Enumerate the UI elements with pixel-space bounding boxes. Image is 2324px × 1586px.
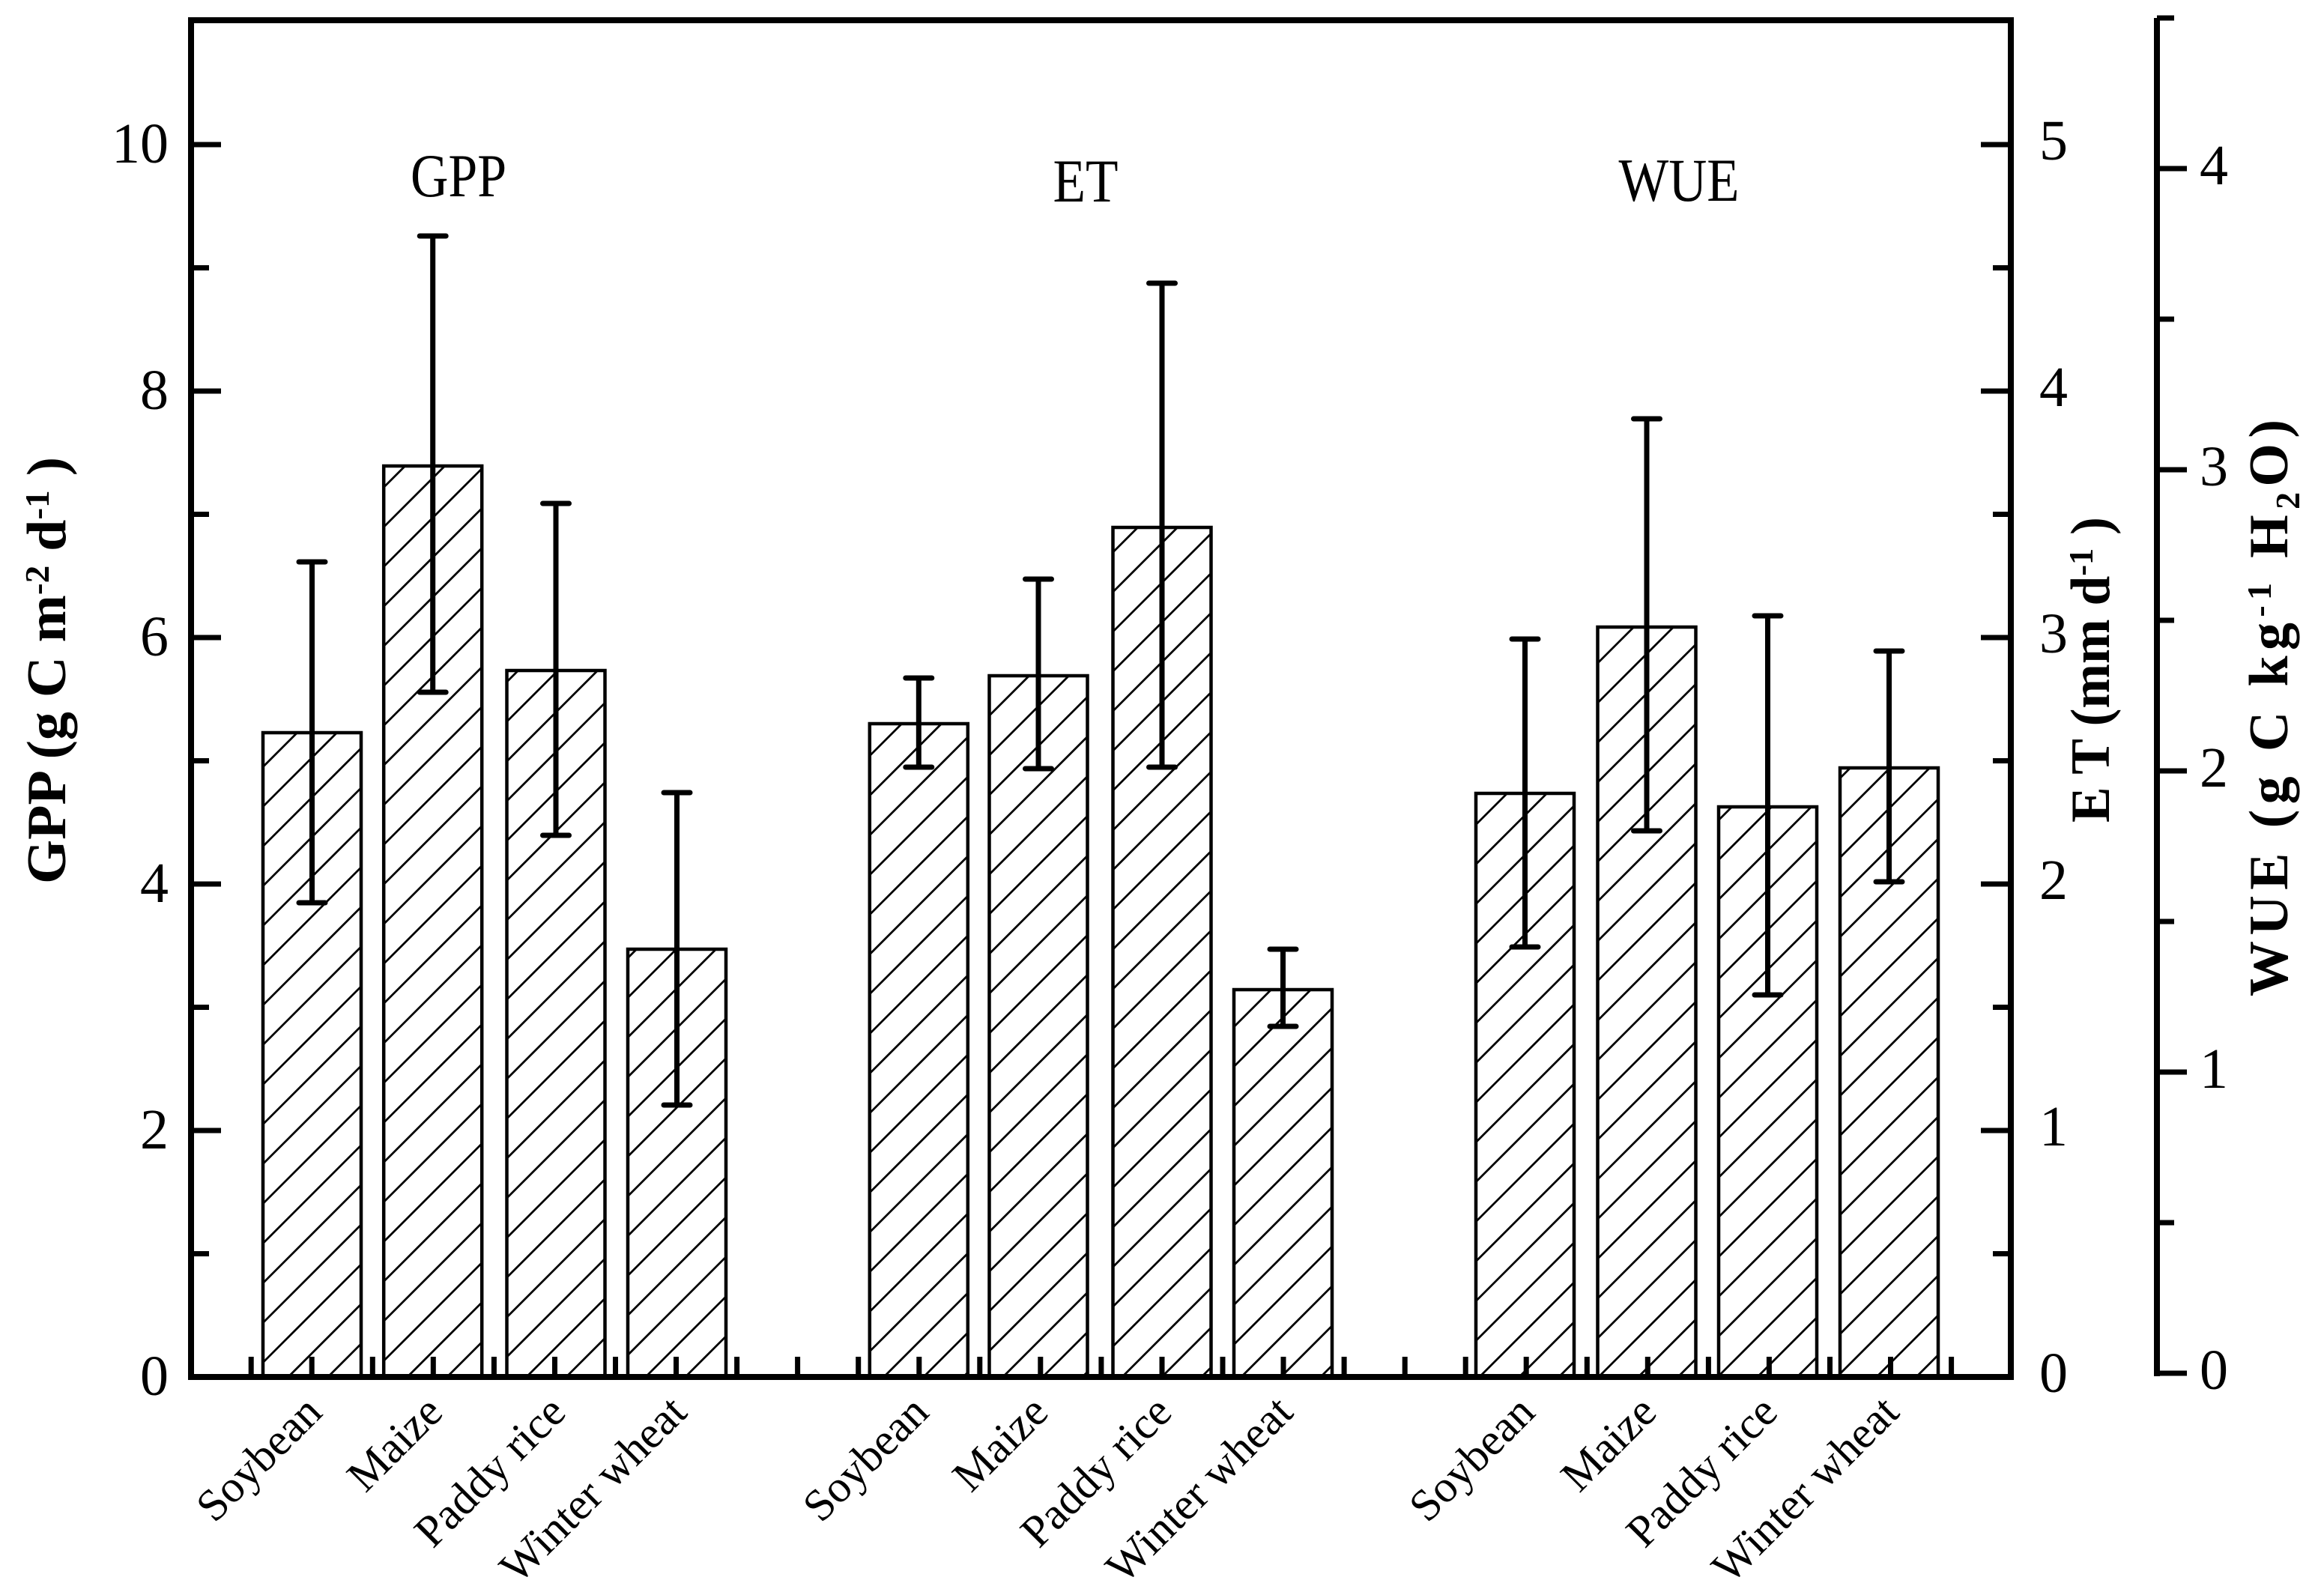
svg-text:2: 2 (140, 1098, 169, 1161)
svg-text:3: 3 (2200, 435, 2228, 498)
svg-text:6: 6 (140, 605, 169, 668)
svg-text:1: 1 (2200, 1038, 2228, 1101)
svg-text:GPP: GPP (411, 142, 506, 210)
svg-text:0: 0 (140, 1345, 169, 1408)
svg-text:2: 2 (2039, 849, 2068, 912)
svg-text:1: 1 (2039, 1095, 2068, 1158)
svg-text:0: 0 (2039, 1342, 2068, 1405)
svg-text:3: 3 (2039, 602, 2068, 665)
svg-text:4: 4 (2200, 134, 2228, 197)
svg-text:0: 0 (2200, 1339, 2228, 1402)
svg-text:4: 4 (2039, 356, 2068, 419)
svg-text:5: 5 (2039, 109, 2068, 172)
svg-text:2: 2 (2200, 736, 2228, 799)
svg-text:10: 10 (112, 112, 169, 175)
svg-text:GPP (g C m-2 d-1 ): GPP (g C m-2 d-1 ) (16, 457, 78, 884)
svg-text:ET: ET (1053, 147, 1119, 215)
svg-text:WUE: WUE (1619, 146, 1740, 214)
svg-text:8: 8 (140, 359, 169, 422)
svg-text:4: 4 (140, 852, 169, 915)
